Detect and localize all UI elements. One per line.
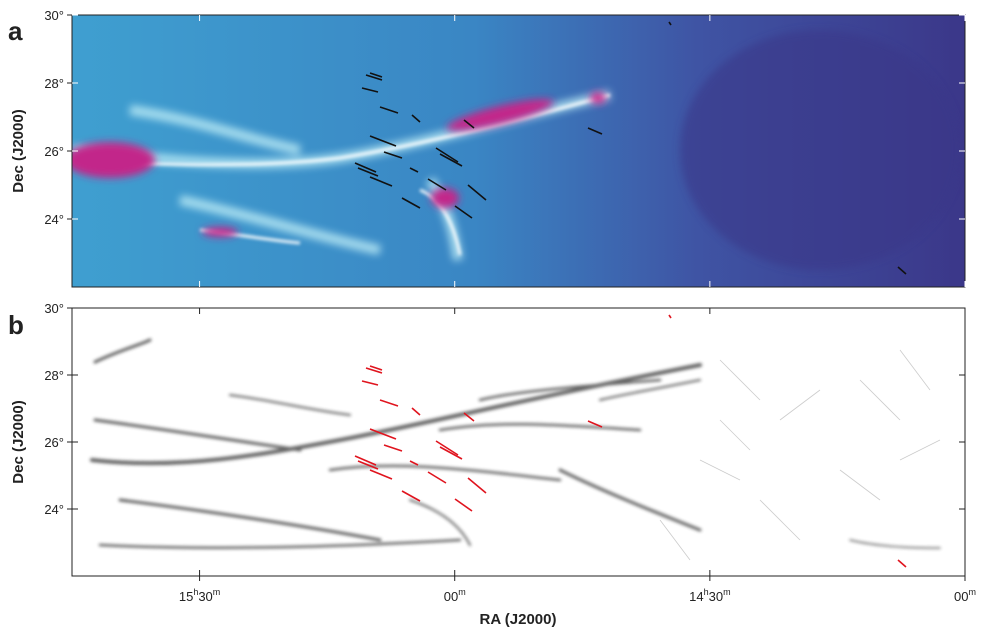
x-tick-label-part: 30 <box>709 589 723 604</box>
x-tick-label: 00m <box>954 587 976 604</box>
x-tick-label-part: m <box>458 587 466 597</box>
x-tick-label-part: h <box>193 587 198 597</box>
y-tick-label: 24° <box>44 502 64 517</box>
y-tick-label: 28° <box>44 368 64 383</box>
y-tick-label: 30° <box>44 301 64 316</box>
x-tick-label-part: h <box>704 587 709 597</box>
x-tick-label: 15h30m <box>179 587 220 604</box>
y-tick-label: 26° <box>44 144 64 159</box>
panel-b-image <box>72 308 965 576</box>
x-tick-label-part: m <box>213 587 221 597</box>
x-tick-label-part: 00 <box>444 589 458 604</box>
y-tick-label: 24° <box>44 212 64 227</box>
x-tick-label-part: 00 <box>954 589 968 604</box>
panel-label: b <box>8 310 24 340</box>
x-tick-label-part: 15 <box>179 589 193 604</box>
x-tick-label-part: 14 <box>689 589 703 604</box>
y-tick-label: 28° <box>44 76 64 91</box>
panel-label: a <box>8 16 23 46</box>
y-tick-label: 26° <box>44 435 64 450</box>
x-axis-label: RA (J2000) <box>480 611 557 628</box>
x-tick-label-part: 30 <box>198 589 212 604</box>
polarization-segments <box>354 21 907 275</box>
x-tick-label: 00m <box>444 587 466 604</box>
y-axis-label: Dec (J2000) <box>10 109 27 192</box>
x-tick-label-part: m <box>723 587 731 597</box>
panel-a-image <box>72 15 965 287</box>
y-axis-label: Dec (J2000) <box>10 400 27 483</box>
x-tick-label: 14h30m <box>689 587 730 604</box>
polarization-segments <box>354 314 907 568</box>
y-tick-label: 30° <box>44 8 64 23</box>
x-tick-label-part: m <box>968 587 976 597</box>
